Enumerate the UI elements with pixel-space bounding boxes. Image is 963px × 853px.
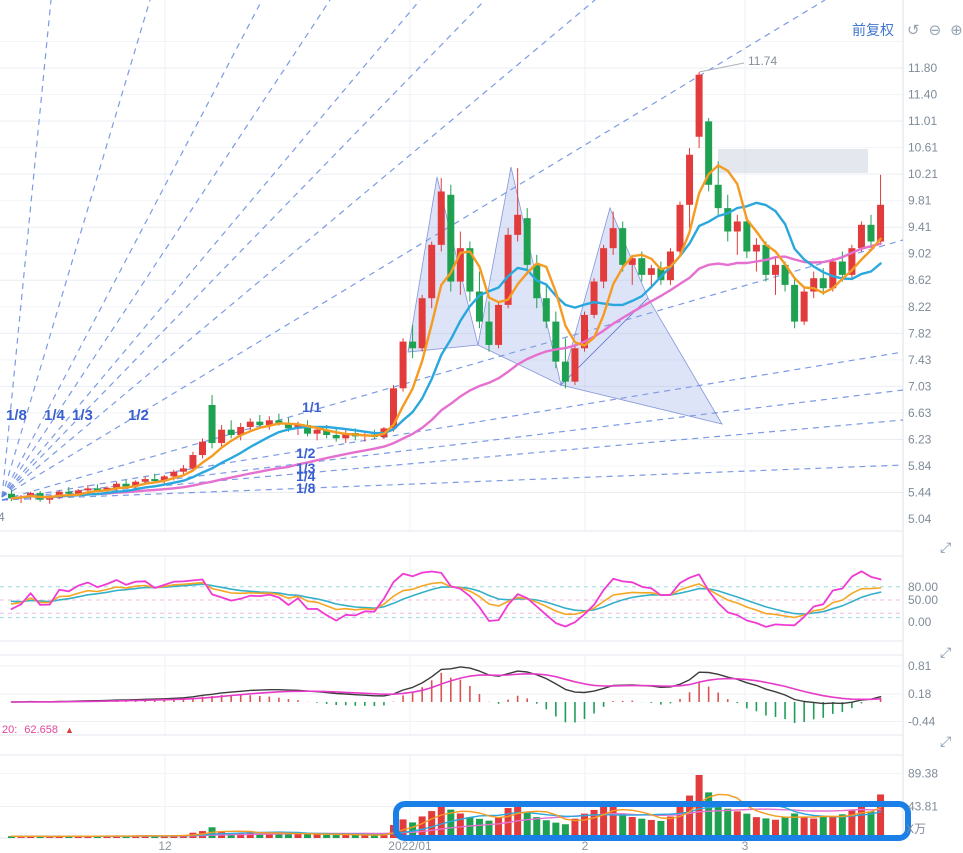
gann-label-1-8-upper: 1/8 xyxy=(6,407,27,424)
gann-label-1-8-lower: 1/8 xyxy=(296,480,316,496)
price-axis-label: 8.62 xyxy=(908,273,932,287)
gann-label-1-3-upper: 1/3 xyxy=(72,407,93,424)
price-adjust-mode-button[interactable]: 前复权 xyxy=(852,22,894,38)
gann-fan-annotation[interactable] xyxy=(1,0,903,501)
price-axis-label: 11.40 xyxy=(908,88,937,102)
price-axis-label: 5.04 xyxy=(908,512,932,526)
volume-ma20-prefix: 20: xyxy=(2,724,18,736)
expand-panel-icon[interactable]: ⤢ xyxy=(940,539,952,555)
price-axis-label: 6.23 xyxy=(908,432,932,446)
price-moving-averages xyxy=(10,164,882,500)
undo-icon[interactable]: ↺ xyxy=(907,21,920,39)
kdj-axis-label: 50.00 xyxy=(908,593,938,607)
macd-indicator xyxy=(10,666,882,723)
gann-label-1-1-lower: 1/1 xyxy=(302,399,322,415)
price-axis-label: 7.82 xyxy=(908,326,932,340)
peak-callout-line xyxy=(699,62,745,73)
kdj-axis-label: 80.00 xyxy=(908,580,938,594)
clipped-price-label: 4 xyxy=(0,510,5,524)
peak-price-label: 11.74 xyxy=(748,54,778,68)
gann-label-1-3-lower: 1/3 xyxy=(296,460,316,476)
price-axis-label: 8.22 xyxy=(908,300,932,314)
price-axis-label: 9.81 xyxy=(908,194,932,208)
price-axis-label: 9.41 xyxy=(908,220,932,234)
date-axis-label: 2022/01 xyxy=(388,839,432,853)
volume-unit-label: X万 xyxy=(906,822,927,836)
gann-label-1-2-lower: 1/2 xyxy=(296,445,316,461)
price-axis-label: 10.21 xyxy=(908,167,938,181)
price-axis-label: 5.84 xyxy=(908,459,932,473)
candlestick-layer xyxy=(8,72,885,504)
gann-label-1-2-upper: 1/2 xyxy=(128,407,149,424)
date-axis-label: 2 xyxy=(582,839,589,853)
highlight-box-annotation[interactable] xyxy=(393,801,911,841)
volume-ma20-label: 20: 62.658 ▲ xyxy=(2,724,74,736)
price-axis-label: 10.61 xyxy=(908,141,938,155)
expand-panel-icon[interactable]: ⤢ xyxy=(940,733,952,749)
volume-axis-label: 43.81 xyxy=(908,799,938,813)
kdj-indicator xyxy=(10,570,882,628)
volume-axis-label: 89.38 xyxy=(908,767,938,781)
price-axis-label: 5.44 xyxy=(908,485,932,499)
price-axis-label: 6.63 xyxy=(908,406,932,420)
expand-panel-icon[interactable]: ⤢ xyxy=(940,644,952,660)
macd-axis-label: -0.44 xyxy=(908,715,936,729)
up-triangle-icon: ▲ xyxy=(64,725,74,735)
gann-label-1-4-lower: 1/4 xyxy=(296,468,316,484)
date-axis-label: 3 xyxy=(742,839,749,853)
price-axis-label: 7.03 xyxy=(908,379,932,393)
chart-toolbar: 前复权 ↺ ⊖ ⊕ xyxy=(852,20,963,40)
price-axis-label: 11.80 xyxy=(908,61,937,75)
date-axis-label: 12 xyxy=(158,839,172,853)
price-axis-label: 7.43 xyxy=(908,353,932,367)
zoom-out-icon[interactable]: ⊖ xyxy=(928,21,942,39)
resistance-zone-annotation[interactable] xyxy=(718,149,868,173)
gann-label-1-4-upper: 1/4 xyxy=(44,407,65,424)
zoom-in-icon[interactable]: ⊕ xyxy=(950,21,963,39)
volume-ma20-value: 62.658 xyxy=(24,724,58,736)
price-axis-label: 9.02 xyxy=(908,247,932,261)
price-axis-label: 11.01 xyxy=(908,114,937,128)
kdj-axis-label: 0.00 xyxy=(908,615,932,629)
macd-axis-label: 0.18 xyxy=(908,687,932,701)
macd-axis-label: 0.81 xyxy=(908,659,932,673)
